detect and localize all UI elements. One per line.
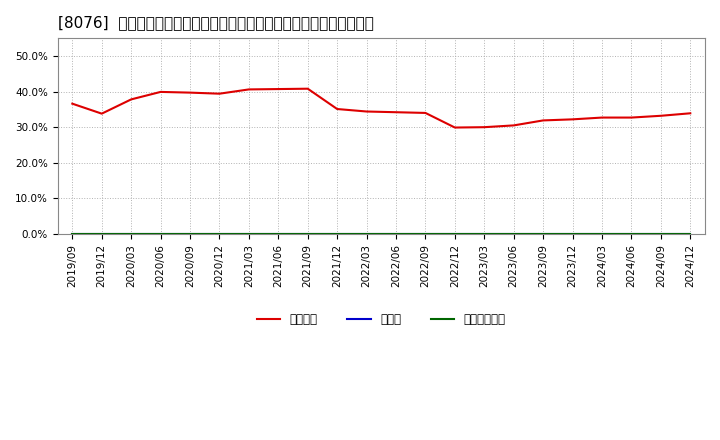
繰延税金資産: [303, 231, 312, 237]
繰延税金資産: [451, 231, 459, 237]
のれん: [539, 231, 547, 237]
繰延税金資産: [421, 231, 430, 237]
のれん: [362, 231, 371, 237]
自己資本: [627, 115, 636, 120]
繰延税金資産: [245, 231, 253, 237]
のれん: [392, 231, 400, 237]
Legend: 自己資本, のれん, 繰延税金資産: 自己資本, のれん, 繰延税金資産: [252, 308, 510, 331]
繰延税金資産: [539, 231, 547, 237]
自己資本: [598, 115, 606, 120]
自己資本: [362, 109, 371, 114]
のれん: [68, 231, 76, 237]
自己資本: [392, 110, 400, 115]
繰延税金資産: [686, 231, 695, 237]
のれん: [303, 231, 312, 237]
のれん: [421, 231, 430, 237]
のれん: [598, 231, 606, 237]
自己資本: [451, 125, 459, 130]
繰延税金資産: [186, 231, 194, 237]
繰延税金資産: [362, 231, 371, 237]
自己資本: [657, 113, 665, 118]
のれん: [215, 231, 224, 237]
のれん: [480, 231, 489, 237]
自己資本: [245, 87, 253, 92]
自己資本: [127, 97, 135, 102]
繰延税金資産: [392, 231, 400, 237]
自己資本: [480, 125, 489, 130]
自己資本: [156, 89, 165, 95]
自己資本: [97, 111, 106, 116]
のれん: [97, 231, 106, 237]
繰延税金資産: [97, 231, 106, 237]
繰延税金資産: [657, 231, 665, 237]
繰延税金資産: [598, 231, 606, 237]
繰延税金資産: [68, 231, 76, 237]
自己資本: [186, 90, 194, 95]
のれん: [186, 231, 194, 237]
Text: [8076]  自己資本、のれん、繰延税金資産の総資産に対する比率の推移: [8076] 自己資本、のれん、繰延税金資産の総資産に対する比率の推移: [58, 15, 374, 30]
のれん: [627, 231, 636, 237]
自己資本: [333, 106, 341, 112]
繰延税金資産: [127, 231, 135, 237]
繰延税金資産: [510, 231, 518, 237]
自己資本: [303, 86, 312, 92]
のれん: [127, 231, 135, 237]
のれん: [568, 231, 577, 237]
Line: 自己資本: 自己資本: [72, 89, 690, 128]
自己資本: [215, 91, 224, 96]
自己資本: [421, 110, 430, 116]
自己資本: [686, 110, 695, 116]
自己資本: [68, 101, 76, 106]
のれん: [686, 231, 695, 237]
自己資本: [510, 123, 518, 128]
繰延税金資産: [333, 231, 341, 237]
繰延税金資産: [215, 231, 224, 237]
繰延税金資産: [627, 231, 636, 237]
のれん: [451, 231, 459, 237]
自己資本: [539, 118, 547, 123]
繰延税金資産: [274, 231, 283, 237]
繰延税金資産: [156, 231, 165, 237]
のれん: [657, 231, 665, 237]
のれん: [274, 231, 283, 237]
のれん: [156, 231, 165, 237]
繰延税金資産: [568, 231, 577, 237]
繰延税金資産: [480, 231, 489, 237]
自己資本: [274, 86, 283, 92]
のれん: [510, 231, 518, 237]
のれん: [333, 231, 341, 237]
のれん: [245, 231, 253, 237]
自己資本: [568, 117, 577, 122]
